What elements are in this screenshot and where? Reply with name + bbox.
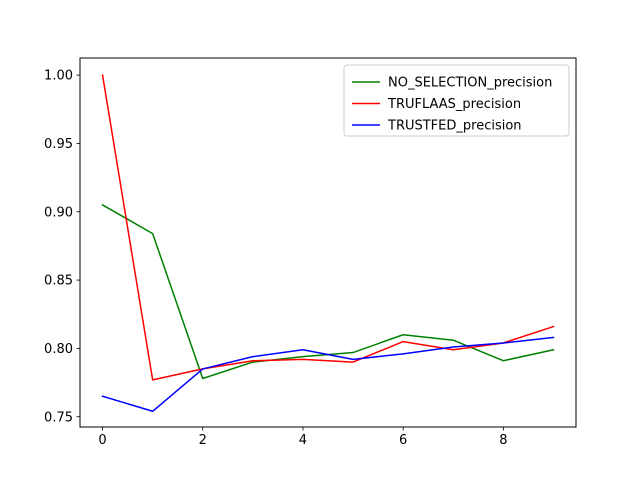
legend-box — [343, 64, 570, 137]
series-line-1 — [101, 74, 555, 381]
x-axis: 0 2 4 6 8 — [98, 427, 507, 448]
plot-lines — [101, 74, 555, 413]
y-tick-label: 1.00 — [44, 69, 73, 84]
series-line-2 — [101, 336, 555, 413]
y-tick-label: 0.90 — [44, 205, 73, 220]
x-tick-label: 4 — [299, 433, 307, 448]
y-axis: 0.75 0.80 0.85 0.90 0.95 1.00 — [44, 69, 80, 425]
y-tick-label: 0.85 — [44, 274, 73, 289]
x-tick-label: 8 — [499, 433, 507, 448]
x-tick-label: 0 — [98, 433, 106, 448]
legend-label: NO_SELECTION_precision — [388, 76, 552, 91]
legend: NO_SELECTION_precision TRUFLAAS_precision… — [343, 64, 570, 137]
y-tick-label: 0.80 — [44, 342, 73, 357]
y-tick-label: 0.75 — [44, 410, 73, 425]
y-tick-label: 0.95 — [44, 137, 73, 152]
plot-area-frame — [79, 57, 577, 428]
legend-label: TRUFLAAS_precision — [387, 97, 521, 112]
x-tick-label: 2 — [199, 433, 207, 448]
legend-label: TRUSTFED_precision — [387, 119, 522, 134]
x-tick-label: 6 — [399, 433, 407, 448]
